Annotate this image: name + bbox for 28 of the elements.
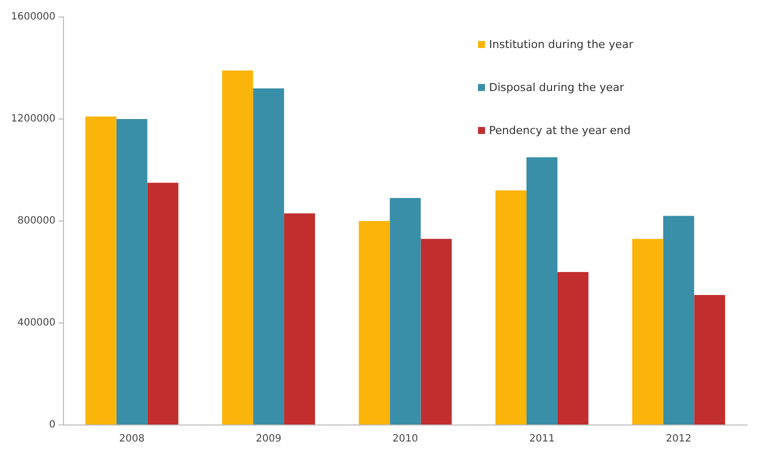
bar — [85, 116, 116, 424]
x-tick-label: 2010 — [392, 434, 418, 445]
bar — [253, 88, 284, 424]
bar — [663, 216, 694, 424]
bar — [557, 272, 588, 424]
x-tick-label: 2012 — [666, 434, 692, 445]
bar — [222, 70, 254, 424]
legend-label: Disposal during the year — [489, 81, 624, 94]
bar — [116, 119, 148, 424]
bar — [632, 238, 664, 424]
bar — [147, 182, 178, 424]
y-tick-label: 1600000 — [10, 12, 56, 23]
legend-label: Pendency at the year end — [489, 124, 631, 137]
bar — [390, 198, 421, 424]
bar — [358, 221, 390, 424]
x-tick-label: 2008 — [119, 434, 145, 445]
bar — [526, 157, 558, 424]
y-tick-label: 1200000 — [10, 114, 56, 125]
bar — [495, 190, 526, 424]
bar — [694, 294, 726, 424]
legend-label: Institution during the year — [489, 38, 634, 51]
bar — [284, 213, 316, 424]
y-tick-label: 0 — [49, 420, 56, 431]
y-tick-label: 400000 — [17, 318, 56, 329]
x-tick-label: 2011 — [529, 434, 555, 445]
bar — [420, 238, 452, 424]
x-tick-label: 2009 — [256, 434, 282, 445]
y-tick-label: 800000 — [17, 216, 56, 227]
